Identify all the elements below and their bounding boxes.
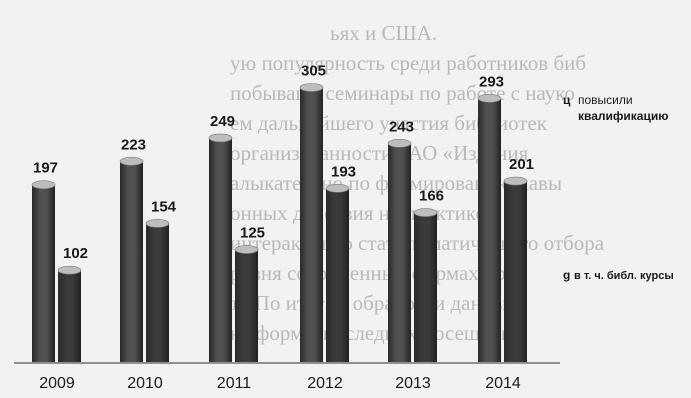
bar-top-s2-2009 xyxy=(57,265,82,275)
bar-top-s2-2012 xyxy=(325,184,350,193)
legend-label-1-line2: квалификацию xyxy=(578,109,668,123)
bar-top-s2-2010 xyxy=(145,219,170,228)
data-label-s2-2013: 166 xyxy=(419,188,444,205)
data-label-s1-2013: 243 xyxy=(389,118,414,135)
bar-top-s2-2014 xyxy=(503,176,528,186)
data-label-s1-2012: 305 xyxy=(301,63,326,80)
bar-s1-2012 xyxy=(300,87,323,362)
bar-top-s1-2013 xyxy=(387,139,412,148)
background-text-line: побывают семинары по работе с науко xyxy=(230,81,575,105)
bar-top-s1-2012 xyxy=(299,83,324,92)
bar-s2-2009 xyxy=(58,270,81,362)
bar-top-s2-2013 xyxy=(413,208,438,217)
background-text-line: на формы последних посещений xyxy=(230,321,523,345)
legend-label-1-line1: повысили xyxy=(578,93,633,107)
bar-s1-2010 xyxy=(120,161,143,362)
legend-marker-2: g xyxy=(563,268,570,282)
bar-s1-2009 xyxy=(32,184,55,362)
background-text-line: ровня современных формах пред xyxy=(230,261,526,285)
data-label-s2-2014: 201 xyxy=(509,156,534,173)
bar-s1-2011 xyxy=(209,137,232,362)
data-label-s2-2010: 154 xyxy=(151,198,177,215)
bar-s2-2011 xyxy=(235,249,258,362)
x-tick-label-2013: 2013 xyxy=(395,375,431,392)
x-tick-label-2010: 2010 xyxy=(127,375,163,392)
background-text-line: ьях и США. xyxy=(330,21,437,45)
bar-s2-2013 xyxy=(414,212,437,362)
bar-s1-2014 xyxy=(478,98,501,363)
data-label-s2-2012: 193 xyxy=(331,163,356,180)
data-label-s1-2010: 223 xyxy=(121,136,146,153)
background-text-line: ую популярность среди работников биб xyxy=(230,51,586,75)
data-label-s2-2011: 125 xyxy=(240,225,265,242)
x-tick-label-2014: 2014 xyxy=(485,375,521,392)
bar-top-s2-2011 xyxy=(234,245,259,254)
data-label-s1-2011: 249 xyxy=(210,113,235,130)
data-label-s1-2009: 197 xyxy=(33,160,58,177)
x-tick-label-2012: 2012 xyxy=(307,375,343,392)
bar-s2-2012 xyxy=(326,188,349,362)
bar-s2-2014 xyxy=(504,181,527,362)
legend-marker-1: ц xyxy=(563,93,571,107)
bar-top-s1-2009 xyxy=(31,180,56,189)
bar-top-s1-2010 xyxy=(119,157,144,166)
data-label-s2-2009: 102 xyxy=(63,245,88,262)
data-label-s1-2014: 293 xyxy=(479,73,504,90)
bar-s2-2010 xyxy=(146,223,169,362)
bar-s1-2013 xyxy=(388,143,411,362)
legend-label-2: в т. ч. библ. курсы xyxy=(574,270,674,282)
background-text-line: ту По итогам обработки данных xyxy=(230,291,518,315)
legend: ц повысили квалификацию g в т. ч. библ. курс… xyxy=(563,93,674,282)
background-text-line: онных действия на практике xyxy=(230,201,485,225)
bar-top-s1-2011 xyxy=(208,133,233,143)
x-tick-label-2011: 2011 xyxy=(217,375,252,392)
x-tick-label-2009: 2009 xyxy=(39,375,75,392)
bar-top-s1-2014 xyxy=(477,94,502,103)
